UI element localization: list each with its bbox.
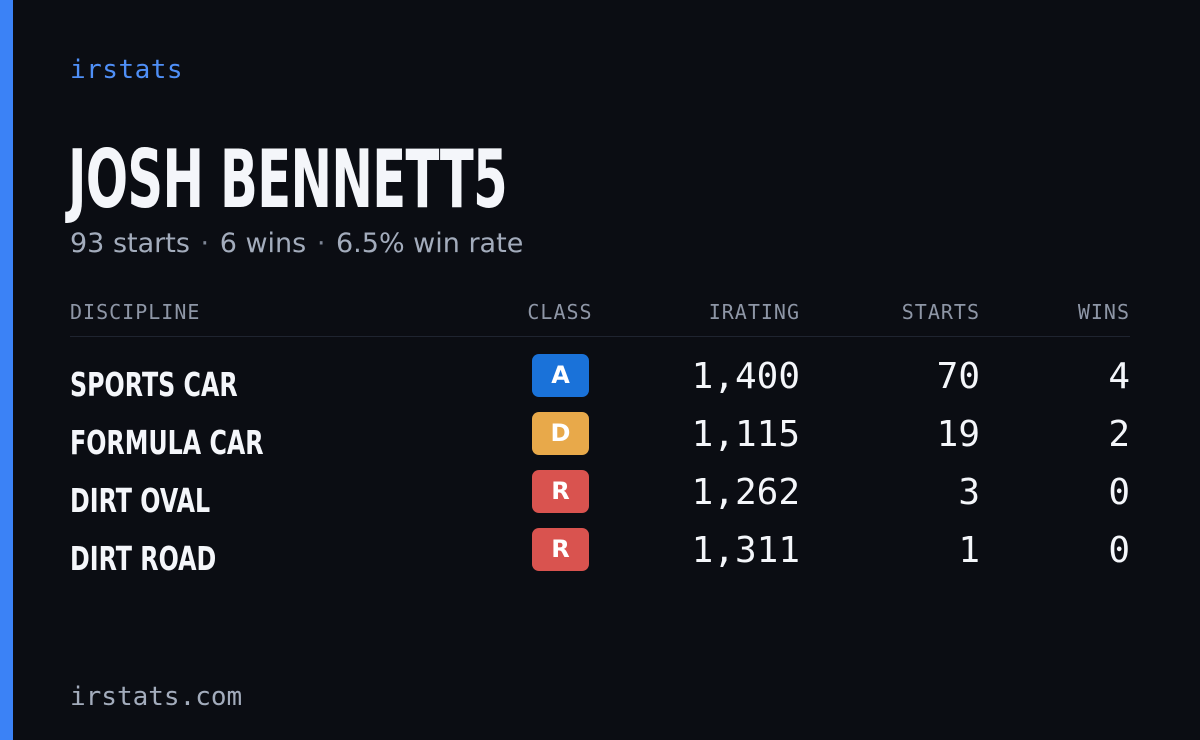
table-row: FORMULA CAR D 1,115 19 2 — [70, 410, 1130, 468]
header-irating: IRATING — [708, 300, 800, 324]
irating-value: 1,311 — [691, 530, 800, 571]
summary-win-rate: 6.5% win rate — [336, 228, 524, 259]
driver-summary: 93 starts · 6 wins · 6.5% win rate — [70, 228, 523, 259]
header-class: CLASS — [527, 300, 593, 324]
header-discipline: DISCIPLINE — [70, 300, 201, 324]
starts-value: 70 — [936, 356, 980, 397]
summary-starts: 93 starts — [70, 228, 190, 259]
starts-value: 3 — [958, 472, 980, 513]
discipline-name: SPORTS CAR — [70, 365, 238, 404]
header-starts: STARTS — [901, 300, 980, 324]
table-header: DISCIPLINE CLASS IRATING STARTS WINS — [70, 300, 1130, 337]
starts-value: 19 — [936, 414, 980, 455]
wins-value: 2 — [1108, 414, 1130, 455]
table-row: SPORTS CAR A 1,400 70 4 — [70, 352, 1130, 410]
starts-value: 1 — [958, 530, 980, 571]
irating-value: 1,400 — [691, 356, 800, 397]
class-badge: R — [532, 470, 589, 513]
discipline-name: DIRT OVAL — [70, 481, 211, 520]
brand-logo: irstats — [70, 55, 184, 85]
summary-wins: 6 wins — [219, 228, 307, 259]
irating-value: 1,262 — [691, 472, 800, 513]
header-wins: WINS — [1077, 300, 1130, 324]
wins-value: 0 — [1108, 472, 1130, 513]
discipline-table: SPORTS CAR A 1,400 70 4 FORMULA CAR D 1,… — [70, 352, 1130, 584]
summary-separator: · — [200, 228, 210, 259]
class-badge: R — [532, 528, 589, 571]
driver-name: JOSH BENNETT5 — [68, 133, 508, 226]
class-badge: D — [532, 412, 589, 455]
table-row: DIRT OVAL R 1,262 3 0 — [70, 468, 1130, 526]
class-badge: A — [532, 354, 589, 397]
summary-separator: · — [316, 228, 326, 259]
discipline-name: FORMULA CAR — [70, 423, 264, 462]
table-row: DIRT ROAD R 1,311 1 0 — [70, 526, 1130, 584]
wins-value: 0 — [1108, 530, 1130, 571]
footer-url: irstats.com — [70, 682, 243, 712]
discipline-name: DIRT ROAD — [70, 539, 217, 578]
irating-value: 1,115 — [691, 414, 800, 455]
wins-value: 4 — [1108, 356, 1130, 397]
accent-bar — [0, 0, 13, 740]
